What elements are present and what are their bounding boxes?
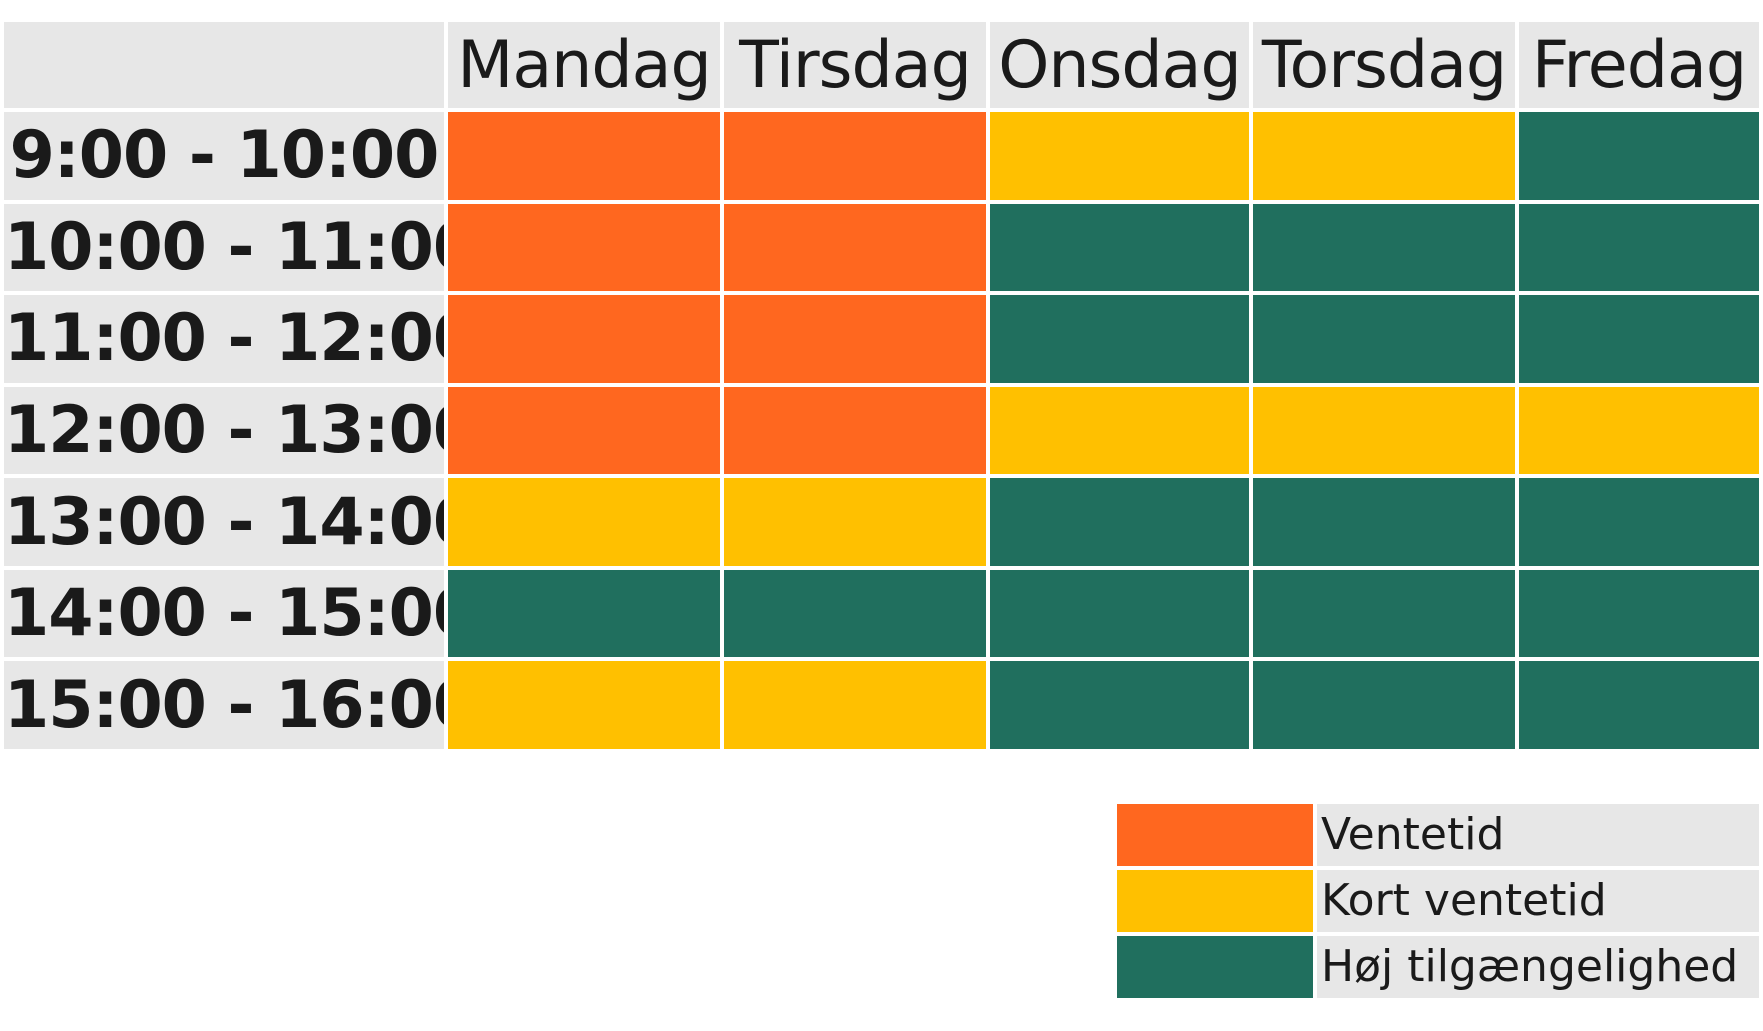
legend-item: Høj tilgængelighed	[1117, 936, 1759, 998]
time-row: 12:00 - 13:00	[4, 386, 1759, 475]
heatmap-cell	[448, 661, 720, 749]
legend-label: Høj tilgængelighed	[1317, 936, 1759, 998]
legend-item: Kort ventetid	[1117, 870, 1759, 932]
heatmap-cell	[1253, 661, 1515, 749]
legend-swatch	[1117, 936, 1313, 998]
day-header-tirsdag: Tirsdag	[724, 22, 986, 108]
corner-cell	[4, 22, 444, 108]
time-slot-label: 9:00 - 10:00	[4, 112, 444, 200]
heatmap-cell	[1253, 295, 1515, 383]
heatmap-cell	[1253, 478, 1515, 566]
heatmap-cell	[990, 295, 1249, 383]
heatmap-cell	[1253, 112, 1515, 200]
heatmap-cell	[1519, 112, 1759, 200]
heatmap-cell	[1253, 569, 1515, 658]
heatmap-cell	[724, 112, 986, 200]
heatmap-cell	[1519, 661, 1759, 749]
time-slot-label: 11:00 - 12:00	[4, 295, 444, 383]
day-header-onsdag: Onsdag	[990, 22, 1249, 108]
heatmap-cell	[990, 112, 1249, 200]
heatmap-cell	[1519, 386, 1759, 475]
time-row: 11:00 - 12:00	[4, 295, 1759, 383]
time-slot-label: 14:00 - 15:00	[4, 569, 444, 658]
time-row: 10:00 - 11:00	[4, 203, 1759, 292]
time-row: 14:00 - 15:00	[4, 569, 1759, 658]
availability-heatmap: Mandag Tirsdag Onsdag Torsdag Fredag 9:00 - …	[0, 18, 1763, 753]
day-header-fredag: Fredag	[1519, 22, 1759, 108]
legend-swatch	[1117, 870, 1313, 932]
heatmap-cell	[1519, 203, 1759, 292]
heatmap-cell	[990, 203, 1249, 292]
header-row: Mandag Tirsdag Onsdag Torsdag Fredag	[4, 22, 1759, 108]
heatmap-body: 9:00 - 10:00 10:00 - 11:00 11:00 - 12:00 12…	[4, 112, 1759, 749]
time-slot-label: 12:00 - 13:00	[4, 386, 444, 475]
legend-body: Ventetid Kort ventetid Høj tilgængelighed	[1117, 804, 1759, 998]
heatmap-cell	[448, 569, 720, 658]
day-header-mandag: Mandag	[448, 22, 720, 108]
legend: Ventetid Kort ventetid Høj tilgængelighed	[1113, 800, 1763, 1002]
heatmap-cell	[448, 112, 720, 200]
heatmap-cell	[990, 478, 1249, 566]
heatmap-cell	[1519, 569, 1759, 658]
heatmap-cell	[1519, 478, 1759, 566]
heatmap-cell	[1253, 203, 1515, 292]
heatmap-cell	[448, 203, 720, 292]
heatmap-cell	[724, 203, 986, 292]
heatmap-cell	[990, 386, 1249, 475]
heatmap-cell	[724, 295, 986, 383]
day-header-torsdag: Torsdag	[1253, 22, 1515, 108]
legend-item: Ventetid	[1117, 804, 1759, 866]
heatmap-cell	[448, 386, 720, 475]
heatmap-cell	[990, 569, 1249, 658]
time-slot-label: 15:00 - 16:00	[4, 661, 444, 749]
legend-label: Kort ventetid	[1317, 870, 1759, 932]
heatmap-cell	[1519, 295, 1759, 383]
heatmap-cell	[724, 478, 986, 566]
heatmap-cell	[724, 569, 986, 658]
time-slot-label: 10:00 - 11:00	[4, 203, 444, 292]
heatmap-cell	[448, 295, 720, 383]
heatmap-cell	[1253, 386, 1515, 475]
heatmap-cell	[724, 661, 986, 749]
heatmap-cell	[724, 386, 986, 475]
heatmap-cell	[448, 478, 720, 566]
heatmap-cell	[990, 661, 1249, 749]
legend-swatch	[1117, 804, 1313, 866]
legend-label: Ventetid	[1317, 804, 1759, 866]
time-row: 15:00 - 16:00	[4, 661, 1759, 749]
time-row: 13:00 - 14:00	[4, 478, 1759, 566]
time-slot-label: 13:00 - 14:00	[4, 478, 444, 566]
time-row: 9:00 - 10:00	[4, 112, 1759, 200]
